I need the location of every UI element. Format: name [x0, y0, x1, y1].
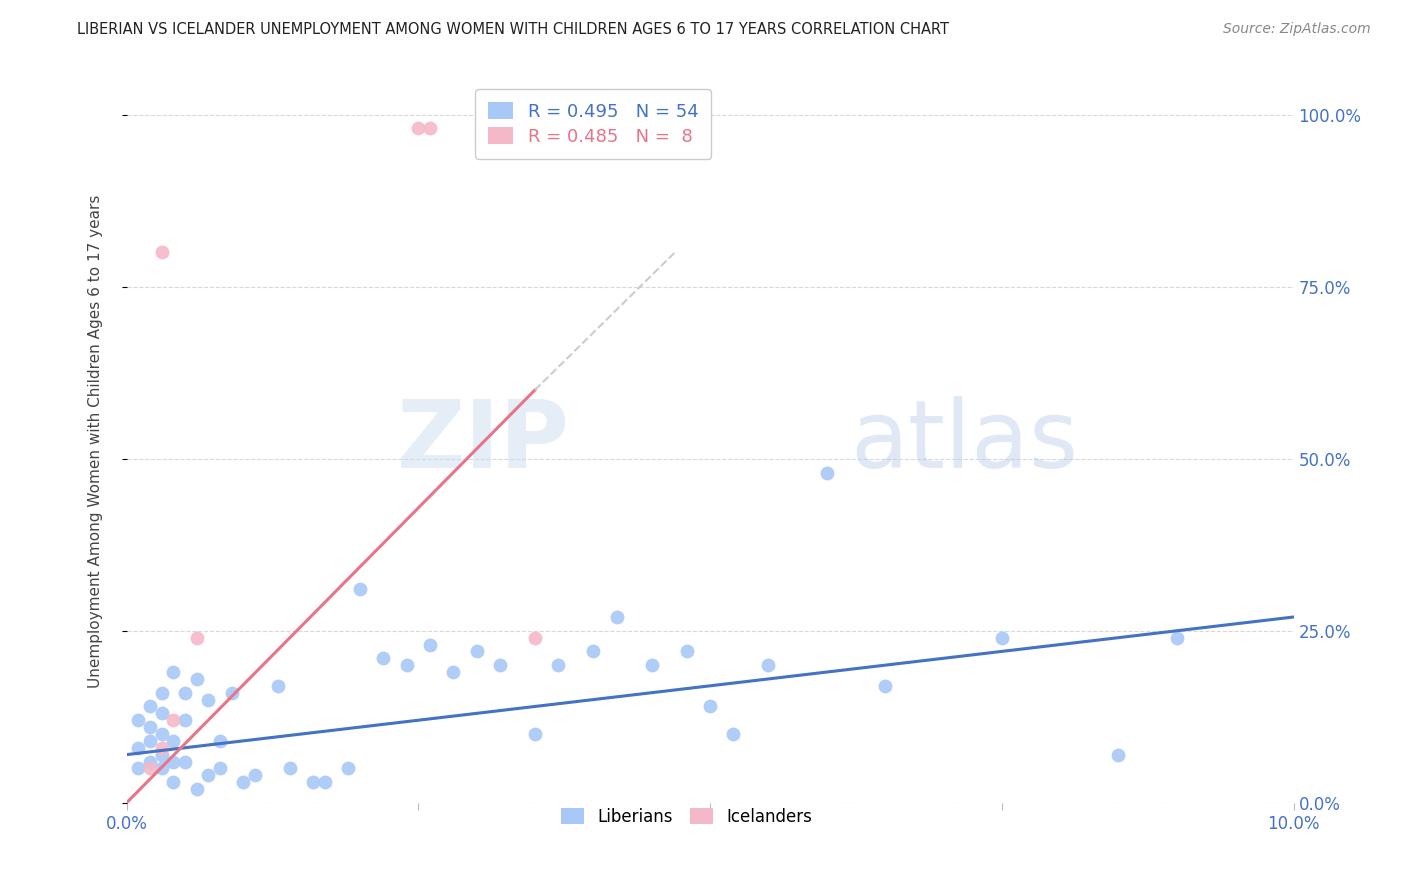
Point: [582, 644, 605, 658]
Point: [127, 740, 149, 755]
Point: [150, 747, 173, 762]
Point: [139, 761, 162, 775]
Point: [990, 631, 1012, 645]
Point: [606, 610, 628, 624]
Point: [640, 658, 664, 673]
Point: [162, 775, 184, 789]
Point: [1166, 631, 1188, 645]
Point: [150, 727, 173, 741]
Point: [441, 665, 464, 679]
Point: [162, 734, 184, 748]
Text: ZIP: ZIP: [396, 395, 569, 488]
Point: [524, 727, 547, 741]
Legend: Liberians, Icelanders: Liberians, Icelanders: [553, 799, 821, 834]
Point: [419, 121, 441, 136]
Point: [337, 761, 360, 775]
Point: [489, 658, 512, 673]
Text: atlas: atlas: [851, 395, 1078, 488]
Point: [699, 699, 721, 714]
Point: [419, 638, 441, 652]
Point: [208, 734, 231, 748]
Point: [815, 466, 838, 480]
Text: LIBERIAN VS ICELANDER UNEMPLOYMENT AMONG WOMEN WITH CHILDREN AGES 6 TO 17 YEARS : LIBERIAN VS ICELANDER UNEMPLOYMENT AMONG…: [77, 22, 949, 37]
Point: [186, 782, 208, 797]
Point: [139, 720, 162, 734]
Point: [162, 713, 184, 727]
Point: [243, 768, 266, 782]
Point: [723, 727, 745, 741]
Point: [186, 672, 208, 686]
Point: [162, 755, 184, 769]
Point: [302, 775, 325, 789]
Point: [756, 658, 779, 673]
Y-axis label: Unemployment Among Women with Children Ages 6 to 17 years: Unemployment Among Women with Children A…: [89, 194, 103, 689]
Point: [162, 665, 184, 679]
Point: [150, 706, 173, 721]
Point: [232, 775, 254, 789]
Point: [139, 734, 162, 748]
Point: [267, 679, 290, 693]
Point: [349, 582, 371, 597]
Point: [139, 699, 162, 714]
Point: [150, 740, 173, 755]
Point: [186, 631, 208, 645]
Point: [875, 679, 897, 693]
Point: [150, 761, 173, 775]
Point: [127, 713, 149, 727]
Text: Source: ZipAtlas.com: Source: ZipAtlas.com: [1223, 22, 1371, 37]
Point: [408, 121, 430, 136]
Point: [127, 761, 149, 775]
Point: [174, 686, 197, 700]
Point: [465, 644, 488, 658]
Point: [395, 658, 418, 673]
Point: [547, 658, 569, 673]
Point: [208, 761, 231, 775]
Point: [174, 755, 197, 769]
Point: [524, 631, 547, 645]
Point: [139, 755, 162, 769]
Point: [221, 686, 243, 700]
Point: [1108, 747, 1130, 762]
Point: [373, 651, 395, 665]
Point: [278, 761, 301, 775]
Point: [197, 768, 219, 782]
Point: [675, 644, 697, 658]
Point: [150, 245, 173, 260]
Point: [314, 775, 336, 789]
Point: [197, 692, 219, 706]
Point: [150, 686, 173, 700]
Point: [174, 713, 197, 727]
